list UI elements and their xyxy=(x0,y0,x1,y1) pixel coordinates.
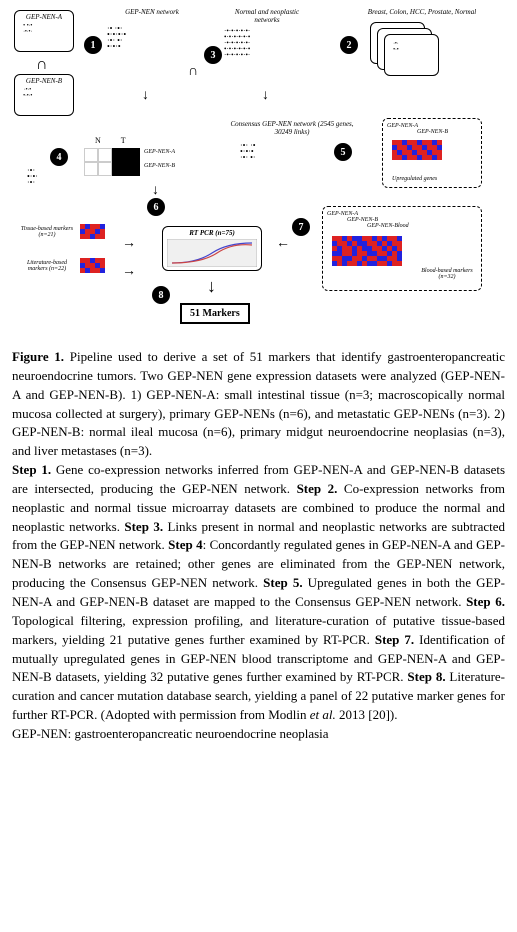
panel-rtpcr: RT PCR (n=75) xyxy=(162,226,262,271)
step-circle-6: 6 xyxy=(147,198,165,216)
panel-gep-nen-b: GEP-NEN-B ·•·••·•·• xyxy=(14,74,74,116)
network-dots: • •·•·•·•· xyxy=(23,23,32,35)
hm-labels: GEP-NEN-A GEP-NEN-B xyxy=(385,121,479,137)
citation-rest: 2013 [20]). xyxy=(336,707,398,722)
blood-labels: GEP-NEN-A GEP-NEN-B GEP-NEN-Blood xyxy=(325,209,479,231)
heatmap-blood xyxy=(332,236,402,266)
label-lit-markers: Literature-based markers (n=22) xyxy=(17,260,77,272)
figure-diagram: GEP-NEN-A • •·•·•·•· ∩ GEP-NEN-B ·•·••·•… xyxy=(12,8,505,338)
step-circle-7: 7 xyxy=(292,218,310,236)
citation-ital: et al. xyxy=(310,707,336,722)
panel-label: GEP-NEN-B xyxy=(26,77,62,85)
nt-header: N T xyxy=(87,136,126,145)
arrow-down: ↓ xyxy=(142,88,149,104)
network-dots: ·•·••·•·• xyxy=(23,87,32,99)
label-a: GEP-NEN-A xyxy=(144,149,175,155)
step-circle-8: 8 xyxy=(152,286,170,304)
network-scatter: ·• ·•·•·•·•·•·•· •·•·•·• xyxy=(107,26,126,50)
label-tissue-markers: Tissue-based markers (n=21) xyxy=(17,226,77,238)
panel-stack-3: ·•·•·• xyxy=(384,34,439,76)
arrow-down-big: ↓ xyxy=(207,276,216,297)
label-normal-neoplastic: Normal and neoplastic networks xyxy=(222,8,312,24)
heatmap-lit xyxy=(80,258,105,273)
step1-label: Step 1. xyxy=(12,462,51,477)
t-label: T xyxy=(121,136,126,145)
markers-box: 51 Markers xyxy=(180,303,250,324)
label-b: GEP-NEN-B xyxy=(144,163,175,169)
step8-label: Step 8. xyxy=(407,669,445,684)
arrow-right: → xyxy=(122,236,136,252)
n-label: N xyxy=(95,136,101,145)
step-circle-5: 5 xyxy=(334,143,352,161)
rtpcr-curve xyxy=(167,239,257,267)
step4-label: Step 4 xyxy=(168,537,202,552)
arrow-right: → xyxy=(122,264,136,280)
step-circle-2: 2 xyxy=(340,36,358,54)
panel-label: GEP-NEN-A xyxy=(26,13,62,21)
network-dense: ·•·•·•·•·•·•·•·•·•·•·•·•·•·•·•·•·•·•·•·•… xyxy=(224,28,309,58)
step-circle-1: 1 xyxy=(84,36,102,54)
arrow-down: ↓ xyxy=(152,183,159,199)
rtpcr-label: RT PCR (n=75) xyxy=(165,229,259,237)
step-circle-3: 3 xyxy=(204,46,222,64)
step5-label: Step 5. xyxy=(263,575,302,590)
heatmap-upreg xyxy=(392,140,442,160)
intro-text: Pipeline used to derive a set of 51 mark… xyxy=(12,349,505,458)
step6-label: Step 6. xyxy=(466,594,505,609)
step-circle-4: 4 xyxy=(50,148,68,166)
network-dots: ·•·•·• xyxy=(393,41,399,53)
nt-grid xyxy=(84,148,140,176)
label-consensus: Consensus GEP-NEN network (2545 genes, 3… xyxy=(222,120,362,136)
heatmap-tissue xyxy=(80,224,105,239)
label-tissue-panels: Breast, Colon, HCC, Prostate, Normal xyxy=(362,8,482,16)
network-consensus: ·•· ·••·•·•·•· •· xyxy=(240,143,256,161)
step7-label: Step 7. xyxy=(375,632,414,647)
panel-gep-nen-a: GEP-NEN-A • •·•·•·•· xyxy=(14,10,74,52)
footnote: GEP-NEN: gastroenteropancreatic neuroend… xyxy=(12,726,329,741)
step3-label: Step 3. xyxy=(124,519,163,534)
intersection-symbol-2: ∩ xyxy=(188,64,198,80)
fig-number: Figure 1. xyxy=(12,349,64,364)
step2-label: Step 2. xyxy=(297,481,338,496)
network-scatter: ·•·•·•··•· xyxy=(27,168,38,186)
intersection-symbol: ∩ xyxy=(36,56,48,74)
arrow-left: ← xyxy=(276,236,290,252)
arrow-down: ↓ xyxy=(262,88,269,104)
figure-caption: Figure 1. Pipeline used to derive a set … xyxy=(12,348,505,744)
label-blood-markers: Blood-based markers (n=32) xyxy=(412,268,482,280)
label-gep-nen-network: GEP-NEN network xyxy=(112,8,192,16)
label-upregulated: Upregulated genes xyxy=(392,176,437,182)
